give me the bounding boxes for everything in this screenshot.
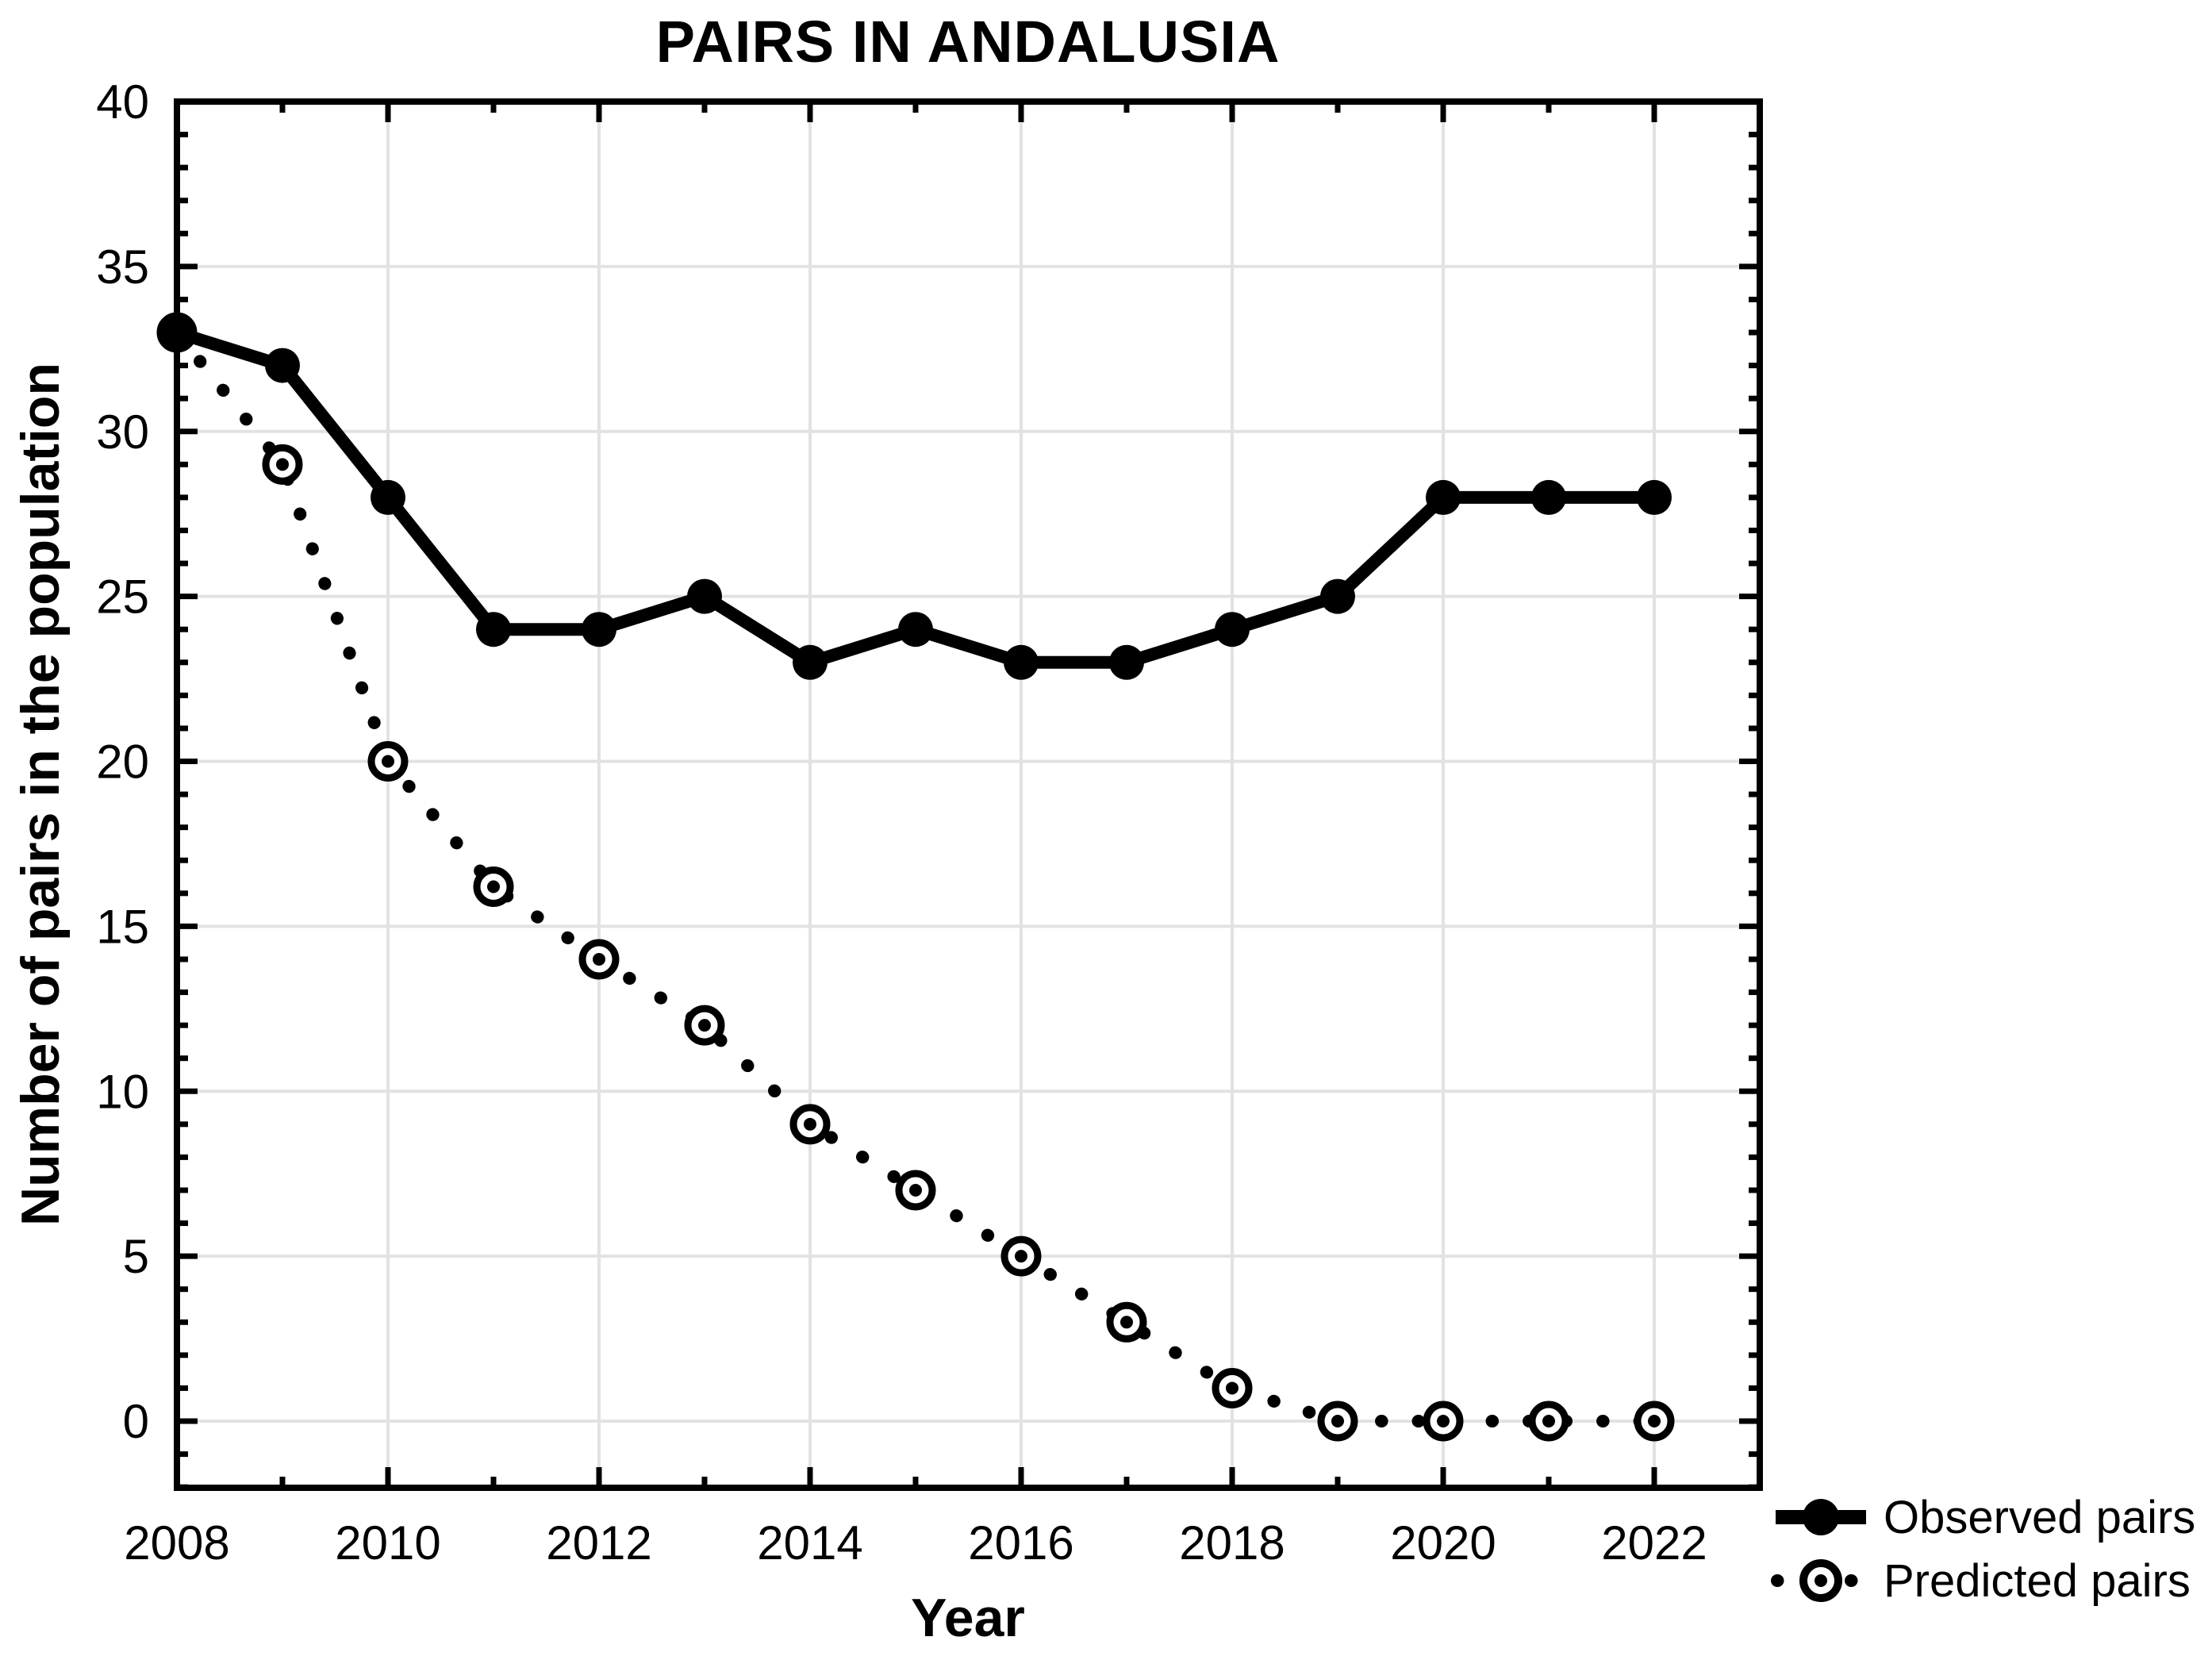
observed-marker: [582, 612, 616, 647]
predicted-marker-dot: [1015, 1250, 1027, 1263]
y-tick-label: 35: [96, 240, 149, 294]
x-tick-label: 2022: [1601, 1516, 1707, 1570]
observed-marker: [687, 578, 722, 614]
axes-frame: [174, 98, 1763, 1491]
x-tick-label: 2008: [124, 1516, 229, 1570]
x-tick-label: 2010: [335, 1516, 440, 1570]
legend-item-observed: Observed pairs: [1776, 1492, 2195, 1543]
predicted-marker-dot: [276, 458, 289, 471]
x-axis-title: Year: [911, 1588, 1025, 1648]
observed-marker: [1637, 479, 1672, 515]
y-tick-label: 40: [96, 75, 149, 129]
series-layer: [156, 312, 1675, 1442]
x-tick-label: 2012: [546, 1516, 651, 1570]
grid-layer: [177, 102, 1760, 1488]
x-tick-label: 2014: [757, 1516, 862, 1570]
tick-label-layer: 2008 2010 2012 2014 2016 2018 2020 2022 0 5 10 15 20…: [96, 75, 1707, 1570]
y-tick-label: 10: [96, 1065, 149, 1118]
observed-marker: [1004, 644, 1039, 680]
observed-marker: [1215, 612, 1250, 647]
y-tick-label: 20: [96, 736, 149, 789]
y-tick-label: 5: [123, 1230, 149, 1283]
y-tick-label: 15: [96, 900, 149, 953]
predicted-marker-dot: [1331, 1415, 1344, 1428]
observed-marker: [1320, 578, 1355, 614]
observed-marker: [898, 612, 933, 647]
y-tick-label: 0: [123, 1395, 149, 1448]
predicted-marker-dot: [1648, 1415, 1661, 1428]
observed-marker: [265, 348, 300, 383]
y-tick-label: 25: [96, 571, 149, 624]
observed-marker: [159, 315, 194, 351]
observed-marker: [793, 644, 828, 680]
predicted-marker-dot: [593, 952, 605, 966]
x-tick-label: 2020: [1390, 1516, 1496, 1570]
predicted-marker-dot: [1542, 1415, 1555, 1428]
y-axis-title: Number of pairs in the population: [10, 363, 71, 1226]
predicted-marker-dot: [1120, 1316, 1133, 1329]
observed-marker: [1109, 644, 1144, 680]
x-tick-label: 2018: [1179, 1516, 1285, 1570]
legend-observed-marker: [1803, 1499, 1839, 1535]
legend-predicted-label: Predicted pairs: [1884, 1555, 2191, 1607]
predicted-marker-dot: [698, 1019, 711, 1032]
predicted-marker-dot: [804, 1117, 816, 1131]
legend-item-predicted: Predicted pairs: [1771, 1555, 2191, 1607]
predicted-marker-dot: [1437, 1415, 1450, 1428]
legend: Observed pairs Predicted pairs: [1771, 1492, 2195, 1607]
y-tick-label: 30: [96, 405, 149, 459]
x-tick-label: 2016: [968, 1516, 1073, 1570]
observed-marker: [1426, 479, 1461, 515]
predicted-marker-dot: [909, 1183, 922, 1197]
observed-marker: [371, 479, 405, 515]
predicted-marker-dot: [487, 880, 500, 893]
predicted-marker-dot: [382, 755, 394, 768]
chart-title: PAIRS IN ANDALUSIA: [656, 9, 1281, 75]
legend-predicted-marker-dot: [1815, 1574, 1827, 1587]
legend-observed-label: Observed pairs: [1884, 1492, 2195, 1543]
observed-marker: [1531, 479, 1566, 515]
observed-marker: [476, 612, 511, 647]
predicted-marker-dot: [1226, 1381, 1238, 1395]
plot-frame: [174, 98, 1763, 1491]
